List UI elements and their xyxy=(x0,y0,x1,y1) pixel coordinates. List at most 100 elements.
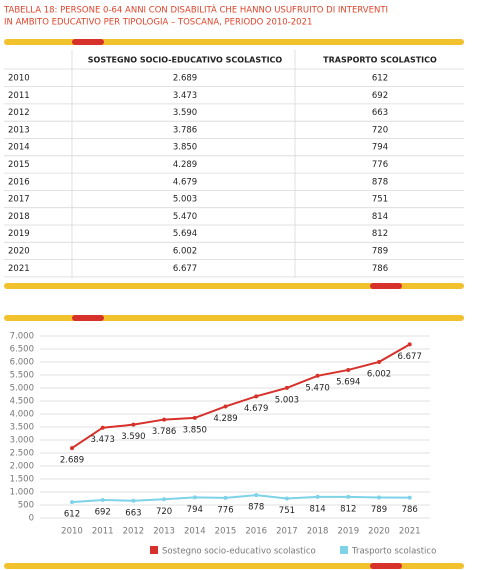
data-label: 814 xyxy=(309,504,325,514)
divider-accent xyxy=(370,563,402,569)
data-label: 4.679 xyxy=(244,404,268,414)
data-label: 612 xyxy=(64,510,80,520)
y-tick-label: 1.500 xyxy=(10,475,34,485)
point xyxy=(315,494,320,499)
table-cell: 751 xyxy=(372,195,388,205)
table-cell: 663 xyxy=(372,108,388,118)
y-tick-label: 3.500 xyxy=(10,423,34,433)
table-cell: 6.002 xyxy=(173,247,197,257)
x-tick-label: 2018 xyxy=(307,527,329,537)
table-header: TRASPORTO SCOLASTICO xyxy=(323,56,437,65)
point xyxy=(70,500,74,505)
table-cell: 5.003 xyxy=(173,195,197,205)
point xyxy=(131,498,136,503)
row-label: 2017 xyxy=(8,195,30,205)
data-label: 663 xyxy=(125,508,141,518)
divider xyxy=(4,315,464,321)
point xyxy=(162,417,167,422)
point xyxy=(192,495,197,500)
data-label: 2.689 xyxy=(60,456,84,466)
point xyxy=(407,495,412,500)
table-cell: 814 xyxy=(372,212,388,222)
table-cell: 812 xyxy=(372,229,388,239)
x-tick-label: 2016 xyxy=(245,527,267,537)
x-tick-label: 2015 xyxy=(215,527,237,537)
data-label: 3.473 xyxy=(91,435,115,445)
x-tick-label: 2010 xyxy=(61,527,83,537)
data-label: 3.850 xyxy=(183,425,207,435)
table-cell: 4.289 xyxy=(173,160,197,170)
point xyxy=(70,446,74,451)
data-label: 6.677 xyxy=(398,352,422,362)
legend-label: Trasporto scolastico xyxy=(351,547,436,557)
divider-accent xyxy=(72,315,104,321)
y-tick-label: 1.000 xyxy=(10,488,34,498)
table-cell: 612 xyxy=(372,74,388,84)
data-label: 5.470 xyxy=(305,383,329,393)
table-cell: 878 xyxy=(372,177,388,187)
table-cell: 789 xyxy=(372,247,388,257)
table-cell: 3.786 xyxy=(173,125,197,135)
y-tick-label: 500 xyxy=(18,501,34,511)
data-label: 6.002 xyxy=(367,369,391,379)
y-tick-label: 0 xyxy=(29,514,34,524)
point xyxy=(100,425,105,430)
point xyxy=(377,359,381,364)
y-tick-label: 7.000 xyxy=(10,332,34,342)
y-tick-label: 4.000 xyxy=(10,410,34,420)
row-label: 2018 xyxy=(8,212,30,222)
point xyxy=(407,342,412,347)
table-cell: 720 xyxy=(372,125,388,135)
data-label: 3.786 xyxy=(152,427,176,437)
title-line: IN AMBITO EDUCATIVO PER TIPOLOGIA – TOSC… xyxy=(4,18,312,28)
table-cell: 4.679 xyxy=(173,177,197,187)
x-tick-label: 2017 xyxy=(276,527,298,537)
point xyxy=(254,493,259,498)
table-cell: 5.470 xyxy=(173,212,197,222)
data-label: 878 xyxy=(248,503,264,513)
x-tick-label: 2021 xyxy=(399,527,421,537)
legend-swatch xyxy=(340,546,348,554)
row-label: 2014 xyxy=(8,143,30,153)
table-cell: 3.590 xyxy=(173,108,197,118)
x-tick-label: 2020 xyxy=(368,527,390,537)
data-label: 720 xyxy=(156,507,172,517)
row-label: 2016 xyxy=(8,177,30,187)
point xyxy=(131,422,136,427)
y-tick-label: 2.500 xyxy=(10,449,34,459)
table-cell: 794 xyxy=(372,143,388,153)
data-label: 786 xyxy=(402,505,418,515)
point xyxy=(346,367,351,372)
point xyxy=(254,394,259,399)
row-label: 2010 xyxy=(8,74,30,84)
line-series xyxy=(71,494,410,504)
divider xyxy=(4,563,464,569)
row-label: 2012 xyxy=(8,108,30,118)
point xyxy=(346,494,351,499)
point xyxy=(284,385,289,390)
divider-accent xyxy=(370,283,402,289)
y-tick-label: 2.000 xyxy=(10,462,34,472)
divider xyxy=(4,283,464,289)
point xyxy=(223,404,228,409)
x-tick-label: 2014 xyxy=(184,527,206,537)
data-label: 5.003 xyxy=(275,395,299,405)
data-label: 5.694 xyxy=(336,377,360,387)
data-label: 789 xyxy=(371,505,387,515)
x-tick-label: 2019 xyxy=(337,527,359,537)
y-tick-label: 3.000 xyxy=(10,436,34,446)
point xyxy=(284,496,289,501)
point xyxy=(192,415,197,420)
y-tick-label: 4.500 xyxy=(10,397,34,407)
table-cell: 3.473 xyxy=(173,91,197,101)
row-label: 2013 xyxy=(8,125,30,135)
legend-label: Sostegno socio-educativo scolastico xyxy=(162,547,316,557)
title-line: TABELLA 18: PERSONE 0-64 ANNI CON DISABI… xyxy=(3,4,388,16)
point xyxy=(223,495,228,500)
table-cell: 5.694 xyxy=(173,229,197,239)
table-header: SOSTEGNO SOCIO-EDUCATIVO SCOLASTICO xyxy=(88,56,283,65)
y-tick-label: 5.000 xyxy=(10,384,34,394)
table-cell: 692 xyxy=(372,91,388,101)
point xyxy=(162,497,167,502)
